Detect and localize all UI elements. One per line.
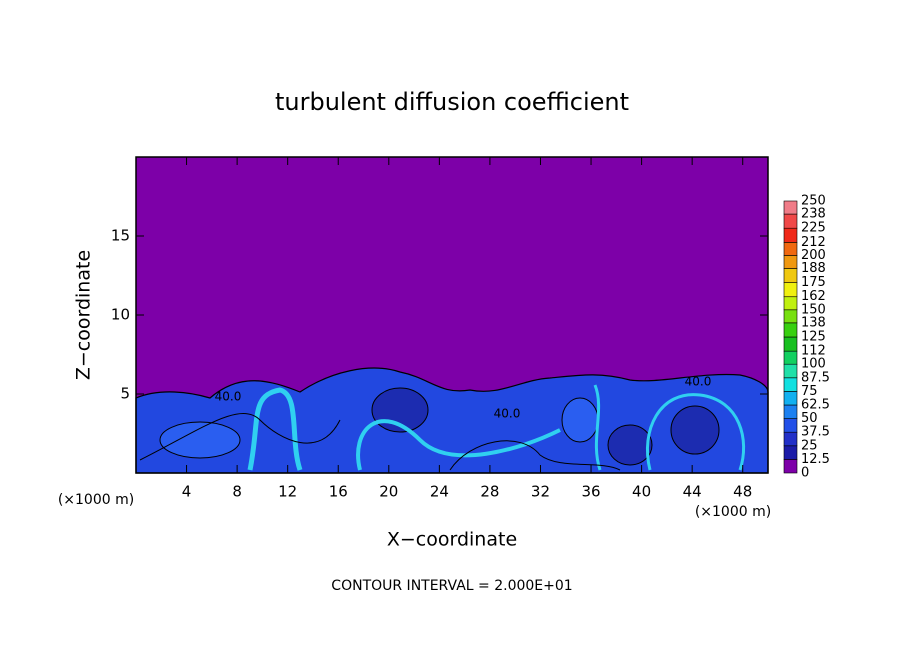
filament bbox=[247, 387, 303, 471]
y-unit: (×1000 m) bbox=[58, 492, 134, 508]
filament bbox=[645, 393, 746, 471]
colorbar-label: 25 bbox=[801, 438, 818, 453]
colorbar-label: 112 bbox=[801, 344, 826, 359]
eddy bbox=[159, 421, 241, 459]
colorbar-label: 62.5 bbox=[801, 398, 830, 413]
colorbar-label: 225 bbox=[801, 221, 826, 236]
filament bbox=[356, 419, 561, 471]
x-tick-label: 4 bbox=[182, 483, 192, 501]
colorbar-label: 0 bbox=[801, 466, 809, 481]
x-tick-label: 24 bbox=[430, 483, 449, 501]
colorbar-swatch bbox=[783, 363, 798, 379]
field bbox=[135, 156, 769, 474]
x-tick-label: 44 bbox=[683, 483, 702, 501]
y-tick-label: 15 bbox=[111, 227, 130, 245]
colorbar-swatch bbox=[783, 391, 798, 406]
colorbar-swatch bbox=[783, 322, 798, 338]
colorbar-label: 87.5 bbox=[801, 370, 830, 385]
contour-label: 40.0 bbox=[685, 375, 712, 389]
x-tick-label: 32 bbox=[531, 483, 550, 501]
x-tick-label: 20 bbox=[379, 483, 398, 501]
colorbar-swatch bbox=[783, 282, 798, 298]
y-tick-label: 5 bbox=[120, 385, 130, 403]
x-tick-label: 40 bbox=[632, 483, 651, 501]
x-tick-label: 28 bbox=[480, 483, 499, 501]
colorbar-label: 212 bbox=[801, 235, 826, 250]
x-axis-label: X−coordinate bbox=[387, 529, 517, 551]
x-tick-label: 48 bbox=[733, 483, 752, 501]
colorbar-swatch bbox=[783, 268, 798, 283]
footer: CONTOUR INTERVAL = 2.000E+01 bbox=[331, 578, 572, 594]
x-unit: (×1000 m) bbox=[695, 504, 771, 520]
colorbar-swatch bbox=[783, 255, 798, 269]
colorbar-label: 125 bbox=[801, 330, 826, 345]
colorbar-swatch bbox=[783, 445, 798, 460]
colorbar-label: 50 bbox=[801, 411, 818, 426]
eddy bbox=[670, 405, 720, 455]
colorbar-swatch bbox=[783, 309, 798, 324]
colorbar-swatch bbox=[783, 377, 798, 392]
colorbar-swatch bbox=[783, 350, 798, 365]
chart-title: turbulent diffusion coefficient bbox=[275, 88, 629, 116]
eddy bbox=[561, 397, 599, 443]
colorbar-label: 250 bbox=[801, 194, 826, 209]
contour-line bbox=[449, 440, 621, 471]
colorbar-swatch bbox=[783, 459, 798, 474]
colorbar-label: 138 bbox=[801, 315, 826, 330]
colorbar-label: 200 bbox=[801, 248, 826, 263]
colorbar-label: 188 bbox=[801, 261, 826, 276]
contour-line bbox=[139, 413, 341, 461]
contour-label: 40.0 bbox=[215, 390, 242, 404]
colorbar-swatch bbox=[783, 404, 798, 419]
colorbar-swatch bbox=[783, 418, 798, 433]
colorbar-label: 100 bbox=[801, 357, 826, 372]
colorbar-swatch bbox=[783, 242, 798, 256]
colorbar-swatch bbox=[783, 227, 798, 243]
colorbar-label: 175 bbox=[801, 275, 826, 290]
colorbar-label: 37.5 bbox=[801, 425, 830, 440]
colorbar-swatch bbox=[783, 213, 798, 229]
colorbar-swatch bbox=[783, 336, 798, 352]
colorbar-swatch bbox=[783, 296, 798, 311]
y-axis-label: Z−coordinate bbox=[73, 250, 95, 380]
eddy bbox=[607, 424, 653, 466]
colorbar-label: 75 bbox=[801, 384, 818, 399]
x-tick-label: 36 bbox=[581, 483, 600, 501]
x-tick-label: 12 bbox=[278, 483, 297, 501]
x-tick-label: 16 bbox=[329, 483, 348, 501]
colorbar-swatch bbox=[783, 200, 798, 215]
x-tick-label: 8 bbox=[232, 483, 242, 501]
colorbar-label: 150 bbox=[801, 302, 826, 317]
colorbar-swatch bbox=[783, 431, 798, 447]
colorbar-label: 238 bbox=[801, 207, 826, 222]
colorbar-label: 12.5 bbox=[801, 452, 830, 467]
filament bbox=[593, 384, 602, 471]
y-tick-label: 10 bbox=[111, 306, 130, 324]
colorbar-label: 162 bbox=[801, 289, 826, 304]
contour-label: 40.0 bbox=[494, 407, 521, 421]
